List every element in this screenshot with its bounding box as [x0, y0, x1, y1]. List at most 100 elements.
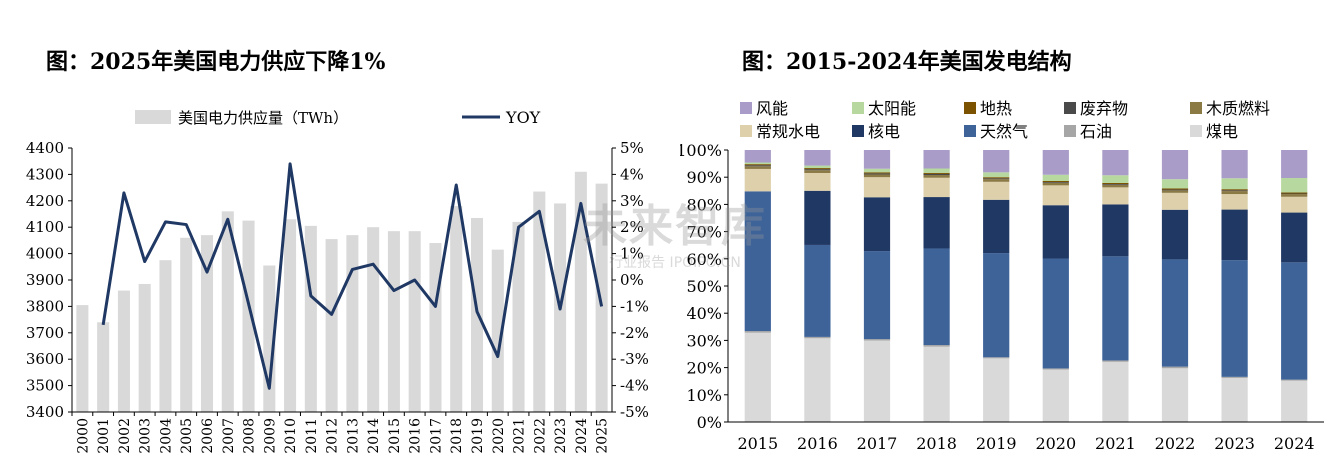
bar-segment-2023-风能	[1221, 150, 1248, 179]
bar-segment-2015-常规水电	[744, 168, 771, 192]
bar-segment-2021-煤电	[1102, 361, 1129, 422]
right-tick-label: -5%	[620, 403, 649, 421]
bar-segment-2016-风能	[804, 150, 831, 166]
left-tick-label: 4400	[26, 139, 64, 157]
right-tick-label: 2%	[620, 218, 644, 236]
left-chart-panel: 图：2025年美国电力供应下降1% 美国电力供应量（TWh） YOY 4400 430…	[26, 49, 649, 454]
bar-segment-2019-常规水电	[983, 181, 1010, 200]
bar-segment-2022-地热	[1161, 188, 1189, 190]
left-tick-label: 3400	[26, 403, 64, 421]
bar-segment-2017-煤电	[863, 340, 891, 422]
bar-2015	[387, 231, 400, 412]
bar-segment-2023-废弃物	[1221, 190, 1248, 192]
x-tick-label-2024: 2024	[1274, 434, 1315, 453]
bar-segment-2023-木质燃料	[1221, 191, 1248, 195]
bar-segment-2023-核电	[1221, 209, 1248, 261]
bar-segment-2022-煤电	[1161, 368, 1189, 422]
x-tick-label-2023: 2023	[553, 418, 569, 454]
bar-segment-2015-木质燃料	[744, 166, 771, 169]
bar-segment-2022-太阳能	[1161, 179, 1189, 189]
bar-segment-2018-木质燃料	[923, 175, 950, 178]
bar-segment-2020-废弃物	[1042, 182, 1069, 183]
bar-2013	[346, 235, 359, 412]
bar-segment-2015-地热	[744, 164, 771, 166]
x-tick-label-2019: 2019	[470, 418, 486, 454]
bar-segment-2024-木质燃料	[1281, 194, 1308, 197]
x-tick-label-2021: 2021	[1095, 434, 1136, 453]
x-tick-label-2025: 2025	[595, 418, 611, 454]
x-tick-label-2015: 2015	[737, 434, 778, 453]
left-tick-label: 3800	[26, 297, 64, 315]
bar-segment-2023-天然气	[1221, 260, 1248, 377]
bar-2000	[76, 305, 89, 412]
bar-segment-2020-风能	[1042, 150, 1069, 175]
bar-segment-2016-木质燃料	[804, 170, 831, 173]
bar-2010	[284, 219, 297, 412]
bar-segment-2015-废弃物	[744, 165, 771, 167]
legend-swatch-地热	[964, 102, 976, 114]
left-chart: 美国电力供应量（TWh） YOY 4400 4300 4200 4100 4000 3900 3…	[26, 108, 649, 454]
x-tick-label-2022: 2022	[532, 418, 548, 454]
x-tick-label-2003: 2003	[138, 418, 154, 454]
legend-swatch-常规水电	[740, 125, 752, 137]
bar-segment-2020-木质燃料	[1042, 182, 1069, 186]
legend-label-yoy: YOY	[505, 108, 541, 127]
x-tick-label-2014: 2014	[366, 418, 382, 454]
bar-segment-2021-天然气	[1102, 256, 1129, 361]
legend-label-木质燃料: 木质燃料	[1206, 99, 1270, 118]
bar-segment-2019-太阳能	[983, 172, 1010, 178]
bar-segment-2024-风能	[1281, 150, 1308, 179]
bar-2014	[367, 227, 380, 412]
legend-swatch-天然气	[964, 125, 976, 137]
bar-2018	[450, 206, 463, 412]
bar-segment-2018-太阳能	[923, 168, 950, 173]
x-tick-label-2022: 2022	[1155, 434, 1196, 453]
x-tick-label-2016: 2016	[408, 418, 424, 454]
bar-segment-2015-太阳能	[744, 162, 771, 165]
bar-segment-2015-石油	[744, 331, 771, 333]
x-tick-label-2008: 2008	[242, 418, 258, 454]
x-tick-label-2012: 2012	[325, 418, 341, 454]
y-tick-label: 90%	[686, 168, 722, 187]
bar-segment-2019-煤电	[983, 358, 1010, 422]
bar-segment-2021-废弃物	[1102, 184, 1129, 185]
legend-label-煤电: 煤电	[1206, 122, 1238, 141]
y-tick-label: 70%	[686, 223, 722, 242]
right-tick-label: 0%	[620, 271, 644, 289]
x-tick-label-2016: 2016	[797, 434, 838, 453]
bar-segment-2017-太阳能	[863, 168, 891, 173]
bar-segment-2015-风能	[744, 150, 771, 163]
bar-segment-2020-天然气	[1042, 258, 1069, 369]
x-tick-label-2017: 2017	[857, 434, 898, 453]
y-tick-label: 80%	[686, 195, 722, 214]
x-tick-label-2011: 2011	[304, 418, 320, 454]
bar-2008	[242, 220, 255, 412]
bar-segment-2018-石油	[923, 345, 950, 347]
x-tick-label-2005: 2005	[179, 418, 195, 454]
x-tick-label-2013: 2013	[345, 418, 361, 454]
y-tick-label: 0%	[697, 413, 722, 432]
bar-segment-2020-地热	[1042, 181, 1069, 183]
x-tick-label-2017: 2017	[428, 418, 444, 454]
bar-segment-2015-天然气	[744, 191, 771, 332]
yoy-line	[101, 162, 604, 390]
left-tick-label: 3900	[26, 271, 64, 289]
bar-segment-2018-风能	[923, 150, 950, 169]
legend-label-核电: 核电	[868, 122, 900, 141]
bar-2021	[512, 221, 525, 412]
bar-segment-2022-天然气	[1161, 259, 1189, 367]
bar-segment-2018-废弃物	[923, 173, 950, 176]
y-tick-label: 10%	[686, 386, 722, 405]
right-tick-label: 5%	[620, 139, 644, 157]
bar-segment-2024-常规水电	[1281, 196, 1308, 213]
bar-segment-2022-核电	[1161, 209, 1189, 260]
left-tick-label: 3600	[26, 350, 64, 368]
bar-segment-2017-常规水电	[863, 177, 891, 198]
bar-2020	[491, 249, 504, 412]
legend-label-风能: 风能	[756, 99, 788, 118]
bar-segment-2018-常规水电	[923, 177, 950, 198]
bar-segment-2023-常规水电	[1221, 194, 1248, 210]
bar-segment-2017-风能	[863, 150, 891, 169]
x-tick-label-2001: 2001	[96, 418, 112, 454]
bar-segment-2023-太阳能	[1221, 178, 1248, 190]
